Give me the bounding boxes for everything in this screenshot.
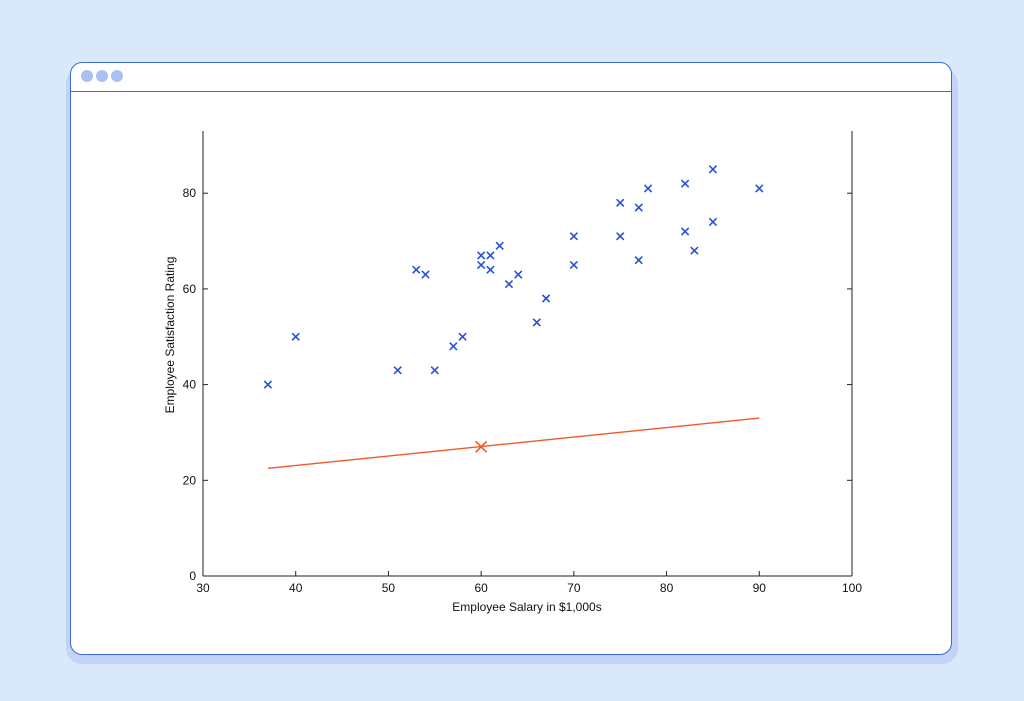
data-point-stroke-b (643, 184, 653, 193)
data-point (708, 165, 718, 174)
data-point-stroke-b (569, 260, 579, 270)
data-point-stroke-b (541, 294, 551, 303)
data-point (616, 232, 625, 241)
x-tick-label: 100 (842, 581, 862, 595)
data-point (755, 184, 764, 193)
data-point (569, 232, 579, 241)
data-point-stroke-b (616, 198, 625, 207)
data-point (263, 380, 273, 389)
data-point (708, 217, 718, 227)
data-point (634, 256, 643, 265)
y-tick-label: 0 (189, 569, 196, 583)
data-point-stroke-b (263, 380, 273, 389)
highlight-point (475, 440, 488, 453)
data-point-stroke-b (458, 332, 467, 341)
data-point (643, 184, 653, 193)
data-point (541, 294, 551, 303)
data-point-stroke-b (486, 265, 495, 274)
browser-window (70, 62, 952, 655)
data-point (291, 332, 300, 341)
data-point (393, 366, 402, 375)
data-point-stroke-b (291, 332, 300, 341)
chart-marks (263, 165, 764, 470)
x-tick-label: 30 (196, 581, 210, 595)
data-point-stroke-b (755, 184, 764, 193)
data-point-stroke-b (412, 265, 421, 274)
data-point (690, 246, 699, 255)
window-titlebar (71, 63, 951, 92)
chart-axes: 30 40 50 60 70 80 90 100 0 20 40 60 80 (183, 131, 862, 595)
data-point-stroke-b (486, 251, 495, 260)
data-point (634, 203, 643, 212)
data-point (486, 265, 495, 274)
data-point-stroke-b (690, 246, 699, 255)
data-point-stroke-b (476, 251, 486, 260)
data-point-stroke-b (708, 165, 718, 174)
data-point-stroke-b (680, 227, 690, 236)
data-point (680, 227, 690, 236)
fit-line (267, 417, 760, 470)
x-tick-label: 50 (382, 581, 396, 595)
y-tick-label: 20 (183, 473, 197, 487)
y-tick-label: 80 (183, 186, 197, 200)
highlight-point-stroke-b (475, 440, 488, 453)
data-point (569, 260, 579, 270)
data-point (486, 251, 495, 260)
data-point-stroke-b (421, 270, 430, 279)
y-axis-label: Employee Satisfaction Rating (163, 257, 177, 414)
x-axis-label: Employee Salary in $1,000s (452, 600, 601, 614)
x-tick-label: 60 (474, 581, 488, 595)
data-point (421, 270, 430, 279)
data-point (680, 179, 690, 188)
data-point-stroke-b (569, 232, 579, 241)
data-point-stroke-b (532, 318, 541, 327)
data-point-stroke-b (634, 256, 643, 265)
data-point (616, 198, 625, 207)
data-point-stroke-b (634, 203, 643, 212)
data-point (495, 241, 504, 251)
data-point (514, 270, 523, 279)
data-point-stroke-b (514, 270, 523, 279)
data-point (532, 318, 541, 327)
data-point-stroke-b (393, 366, 402, 375)
data-point (458, 332, 467, 341)
window-dot-2 (96, 70, 108, 82)
window-dot-1 (81, 70, 93, 82)
data-point-stroke-b (476, 260, 486, 270)
data-point-stroke-b (708, 217, 718, 227)
data-point-stroke-b (680, 179, 690, 188)
data-point (504, 279, 514, 289)
data-point (476, 251, 486, 260)
data-point (449, 342, 458, 351)
data-point (412, 265, 421, 274)
y-tick-label: 40 (183, 378, 197, 392)
y-tick-label: 60 (183, 282, 197, 296)
data-point (430, 366, 439, 375)
data-point-stroke-b (430, 366, 439, 375)
x-tick-label: 40 (289, 581, 303, 595)
x-tick-label: 80 (660, 581, 674, 595)
x-tick-label: 70 (567, 581, 581, 595)
data-point-stroke-b (616, 232, 625, 241)
data-point-stroke-b (495, 241, 504, 251)
data-point (476, 260, 486, 270)
data-point-stroke-b (504, 279, 514, 289)
x-tick-label: 90 (753, 581, 767, 595)
data-point-stroke-b (449, 342, 458, 351)
window-dot-3 (111, 70, 123, 82)
